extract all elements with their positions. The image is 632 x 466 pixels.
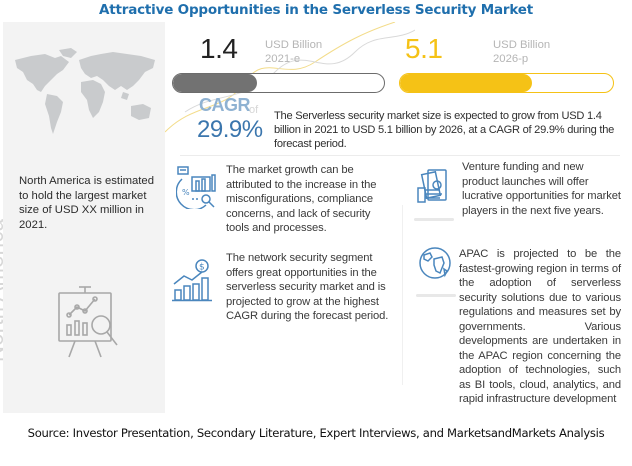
growth-dollar-chart-icon: $ — [172, 259, 212, 302]
progress-fill-2021 — [173, 74, 258, 92]
year-label: 2026-p — [493, 53, 529, 65]
year-label: 2021-e — [265, 53, 301, 65]
analysis-presentation-icon — [58, 286, 118, 358]
insight-text-market-growth: The market growth can be attributed to t… — [226, 164, 377, 234]
market-value-2021: 1.4 — [200, 33, 238, 64]
world-map-icon — [15, 48, 155, 134]
icon-shadow — [414, 218, 454, 221]
source-citation: Source: Investor Presentation, Secondary… — [27, 426, 605, 440]
insight-text-apac: APAC is projected to be the fastest-grow… — [459, 248, 621, 405]
market-overview-panel: 1.4 USD Billion 2021-e 5.1 USD Billion 2… — [165, 22, 629, 413]
insight-text-venture-funding: Venture funding and new product launches… — [462, 161, 621, 217]
analytics-percent-icon: % — [176, 166, 216, 209]
market-growth-description: The Serverless security market size is e… — [274, 110, 615, 151]
globe-icon — [419, 247, 451, 279]
progress-bar-2021 — [172, 73, 385, 93]
market-unit-2026: USD Billion 2026-p — [493, 38, 550, 66]
cagr-value: 29.9% — [197, 116, 263, 143]
market-value-2026: 5.1 — [405, 33, 443, 64]
region-label: North America — [0, 218, 8, 362]
left-panel-north-america: North America is estimated to hold the l… — [0, 22, 165, 413]
cagr-label: CAGR — [199, 95, 251, 115]
svg-text:$: $ — [199, 263, 205, 273]
progress-fill-2026 — [400, 74, 533, 92]
money-hand-icon — [417, 169, 447, 203]
cagr-of-label: of — [249, 104, 259, 116]
progress-bar-2026 — [399, 73, 614, 93]
unit-label: USD Billion — [265, 39, 323, 51]
unit-label: USD Billion — [493, 39, 551, 51]
icon-shadow — [416, 294, 456, 297]
horizontal-divider — [180, 155, 620, 156]
insight-text-network-security: The network security segment offers grea… — [226, 252, 389, 322]
vertical-divider — [402, 205, 403, 385]
north-america-insight: North America is estimated to hold the l… — [19, 175, 154, 231]
infographic-title: Attractive Opportunities in the Serverle… — [99, 2, 533, 18]
decorative-curves — [165, 22, 415, 133]
market-unit-2021: USD Billion 2021-e — [265, 38, 322, 66]
svg-text:%: % — [182, 188, 190, 197]
